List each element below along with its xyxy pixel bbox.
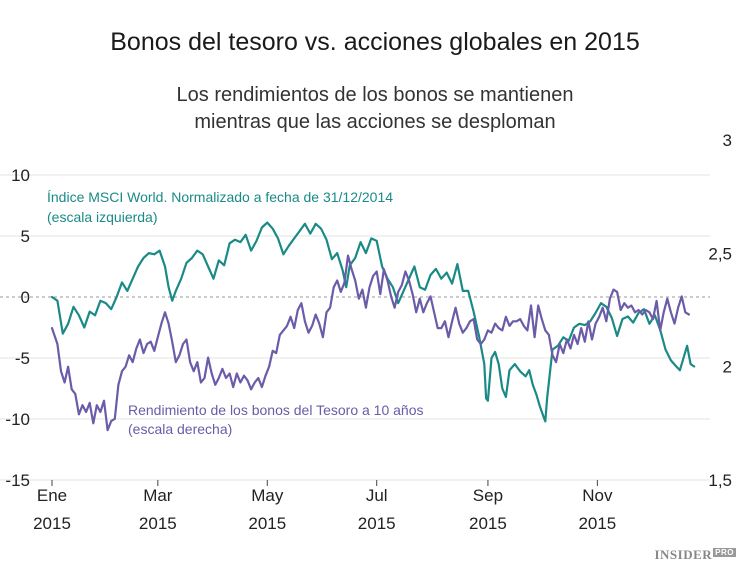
logo-badge: PRO [713,548,736,557]
left-tick-label-0: 10 [11,166,30,185]
right-tick-label-3: 1,5 [708,471,732,490]
msci-world-line [50,221,696,423]
left-tick-label-3: -5 [15,349,30,368]
right-tick-label-0: 3 [723,131,732,150]
x-axis: Ene 2015 Mar 2015 May 2015 Jul 2015 Sep 2015 Nov 20… [33,480,616,533]
grid [0,174,710,481]
treasury-label-line-2: (escala derecha) [128,421,232,437]
left-tick-label-2: 0 [21,288,30,307]
x-tick-month-1: Mar [143,486,173,505]
treasury-label-line-1: Rendimiento de los bonos del Tesoro a 10… [128,402,424,418]
msci-label-line-1: Índice MSCI World. Normalizado a fecha d… [47,189,393,205]
subtitle-line-2: mientras que las acciones se desploman [194,111,556,133]
x-tick-year-5: 2015 [578,514,616,533]
chart-subtitle: Los rendimientos de los bonos se mantien… [100,82,650,136]
chart-title: Bonos del tesoro vs. acciones globales e… [110,28,640,56]
x-tick-month-2: May [251,486,284,505]
subtitle-line-1: Los rendimientos de los bonos se mantien… [176,84,574,106]
x-tick-year-2: 2015 [248,514,286,533]
right-tick-label-1: 2,5 [708,244,732,263]
x-tick-month-3: Jul [366,486,388,505]
left-tick-label-1: 5 [21,227,30,246]
right-tick-label-2: 2 [723,358,732,377]
x-tick-month-0: Ene [37,486,67,505]
treasury-yield-line [50,254,691,432]
x-tick-month-5: Nov [582,486,613,505]
x-tick-year-0: 2015 [33,514,71,533]
x-tick-year-1: 2015 [139,514,177,533]
x-tick-year-3: 2015 [358,514,396,533]
left-tick-label-4: -10 [5,410,30,429]
right-axis: 3 2,5 2 1,5 [708,131,732,490]
annotations: Índice MSCI World. Normalizado a fecha d… [47,189,424,437]
msci-label-line-2: (escala izquierda) [47,209,158,225]
left-axis: 10 5 0 -5 -10 -15 [5,166,30,490]
left-tick-label-5: -15 [5,471,30,490]
x-tick-year-4: 2015 [469,514,507,533]
series-layer [50,221,696,432]
logo-name: INSIDER [654,547,713,562]
x-tick-month-4: Sep [473,486,503,505]
insider-logo: INSIDER PRO [654,547,736,563]
